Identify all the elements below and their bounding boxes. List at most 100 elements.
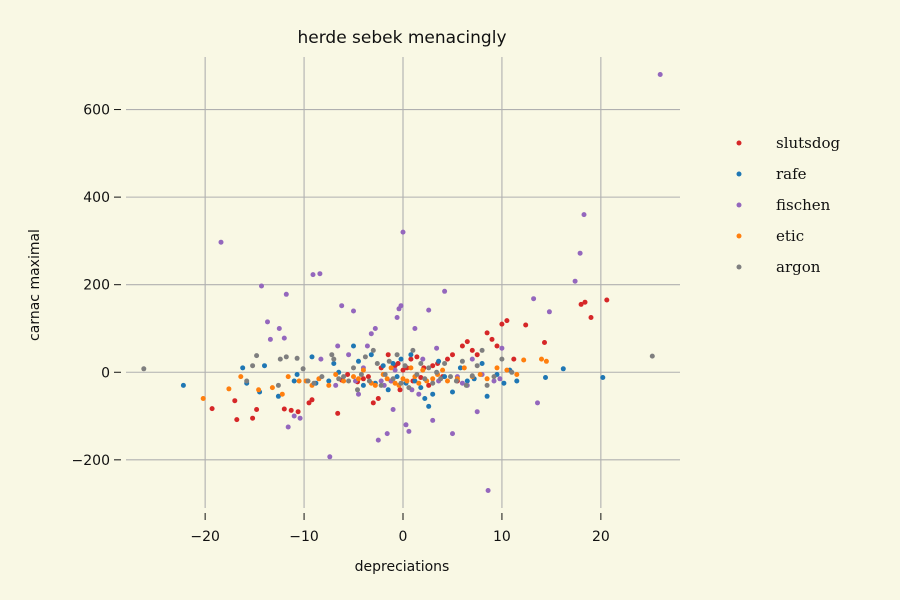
data-point bbox=[499, 321, 505, 327]
data-point bbox=[412, 378, 418, 384]
series-argon bbox=[141, 347, 655, 393]
data-point bbox=[491, 374, 497, 380]
data-point bbox=[464, 339, 470, 345]
data-point bbox=[469, 347, 475, 353]
data-point bbox=[335, 410, 341, 416]
data-point bbox=[388, 365, 394, 371]
data-point bbox=[310, 272, 316, 278]
data-point bbox=[296, 378, 302, 384]
data-point bbox=[453, 378, 459, 384]
data-point bbox=[577, 250, 583, 256]
data-point bbox=[283, 291, 289, 297]
data-point bbox=[244, 378, 250, 384]
data-point bbox=[356, 358, 361, 364]
x-tick-label: 10 bbox=[493, 529, 511, 545]
data-point bbox=[412, 326, 418, 331]
data-point bbox=[305, 378, 311, 384]
data-point bbox=[319, 374, 325, 380]
data-point bbox=[426, 307, 432, 313]
data-point bbox=[400, 367, 406, 373]
data-point bbox=[408, 365, 414, 371]
data-point bbox=[414, 354, 420, 360]
data-point bbox=[459, 380, 465, 386]
data-point bbox=[277, 356, 283, 362]
data-point bbox=[394, 352, 400, 358]
data-point bbox=[386, 358, 392, 364]
data-point bbox=[209, 406, 215, 412]
data-point bbox=[494, 365, 500, 371]
data-point bbox=[309, 397, 315, 403]
data-point bbox=[390, 361, 396, 366]
data-point bbox=[351, 343, 356, 349]
series-rafe bbox=[180, 343, 606, 409]
data-point bbox=[394, 315, 400, 320]
data-point bbox=[370, 347, 376, 353]
data-point bbox=[408, 356, 414, 362]
data-point bbox=[291, 378, 297, 384]
legend-item-argon: argon bbox=[736, 258, 821, 276]
data-point bbox=[474, 409, 480, 415]
data-point bbox=[275, 382, 281, 388]
data-point bbox=[477, 372, 483, 377]
data-point bbox=[422, 376, 428, 382]
data-point bbox=[232, 398, 238, 404]
y-tick-label: 400 bbox=[83, 190, 110, 206]
data-point bbox=[250, 363, 256, 369]
data-point bbox=[250, 415, 256, 421]
data-points bbox=[141, 72, 663, 493]
data-point bbox=[404, 378, 410, 384]
data-point bbox=[442, 374, 448, 380]
legend-label: argon bbox=[776, 258, 821, 276]
data-point bbox=[469, 356, 475, 362]
data-point bbox=[300, 366, 306, 372]
data-point bbox=[294, 355, 300, 361]
data-point bbox=[479, 361, 485, 366]
data-point bbox=[445, 356, 450, 362]
data-point bbox=[521, 357, 527, 363]
y-tick-label: 600 bbox=[83, 103, 110, 119]
data-point bbox=[339, 303, 345, 309]
data-point bbox=[461, 365, 467, 371]
data-point bbox=[406, 428, 412, 434]
data-point bbox=[450, 389, 455, 395]
data-point bbox=[438, 376, 444, 382]
data-point bbox=[434, 345, 440, 351]
data-point bbox=[416, 391, 422, 397]
data-point bbox=[494, 343, 500, 349]
data-point bbox=[368, 331, 374, 337]
data-point bbox=[448, 374, 453, 380]
data-point bbox=[262, 363, 267, 369]
data-point bbox=[281, 406, 287, 412]
data-point bbox=[459, 358, 465, 364]
data-point bbox=[333, 382, 339, 388]
data-point bbox=[281, 335, 287, 341]
data-point bbox=[279, 391, 285, 397]
y-axis-ticks: −200 0 200 400 600 bbox=[72, 103, 121, 469]
legend-label: rafe bbox=[776, 165, 807, 183]
data-point bbox=[582, 299, 588, 305]
data-point bbox=[331, 356, 337, 362]
data-point bbox=[588, 315, 594, 320]
data-point bbox=[560, 366, 566, 372]
data-point bbox=[484, 393, 490, 399]
data-point bbox=[356, 376, 361, 382]
data-point bbox=[497, 376, 503, 382]
data-point bbox=[440, 367, 446, 373]
data-point bbox=[484, 330, 490, 336]
data-point bbox=[335, 343, 341, 349]
data-point bbox=[283, 354, 289, 360]
data-point bbox=[390, 407, 396, 412]
data-point bbox=[464, 378, 470, 384]
legend: slutsdog rafe fischen etic argon bbox=[736, 134, 841, 276]
data-point bbox=[578, 301, 584, 307]
data-point bbox=[400, 376, 406, 382]
data-point bbox=[341, 378, 347, 384]
data-point bbox=[346, 378, 352, 384]
data-point bbox=[392, 367, 398, 373]
data-point bbox=[288, 407, 294, 413]
chart-title: herde sebek menacingly bbox=[297, 28, 506, 48]
legend-item-fischen: fischen bbox=[736, 196, 831, 214]
data-point bbox=[426, 382, 432, 388]
data-point bbox=[392, 380, 398, 386]
